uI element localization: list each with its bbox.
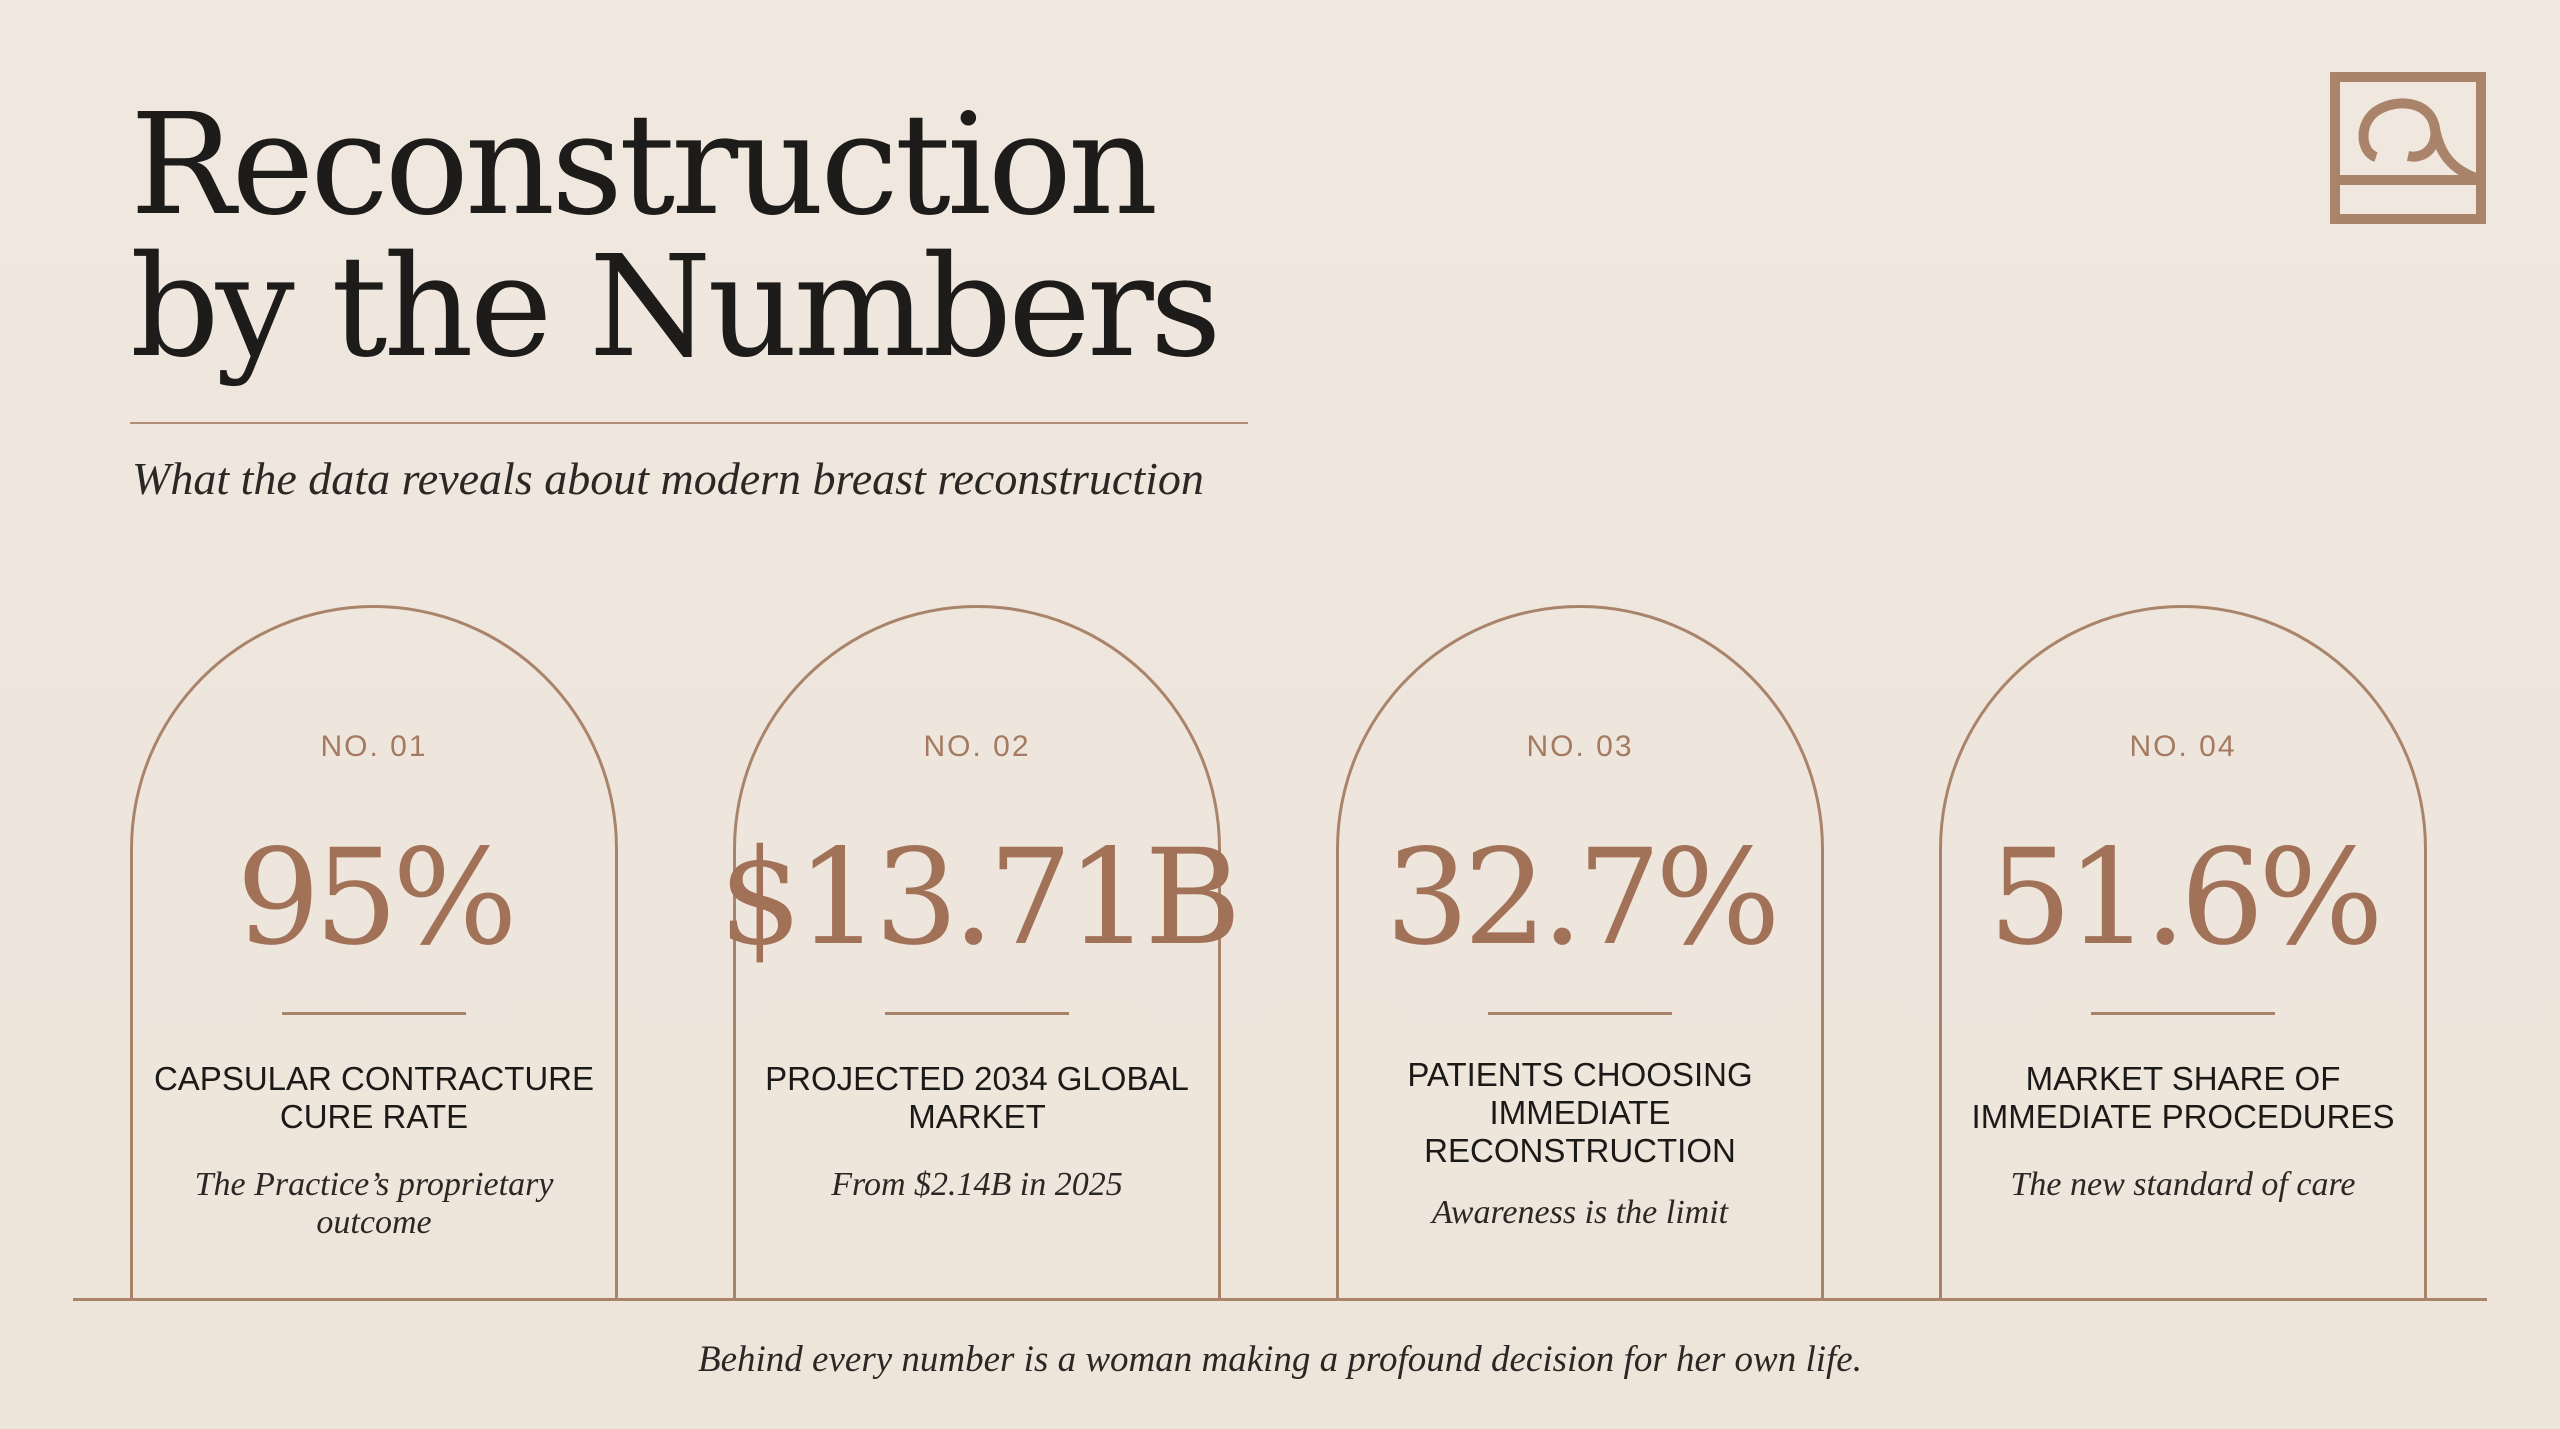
- stat-number: NO. 03: [1526, 730, 1634, 763]
- stat-card-4: NO. 04 51.6% MARKET SHARE OF IMMEDIATE P…: [1939, 605, 2427, 1300]
- stat-value: 51.6%: [1988, 821, 2383, 975]
- stat-note: From $2.14B in 2025: [831, 1166, 1123, 1203]
- stat-label: PROJECTED 2034 GLOBAL MARKET: [765, 1060, 1189, 1135]
- page-subtitle: What the data reveals about modern breas…: [132, 453, 1204, 504]
- stat-divider: [1488, 1012, 1672, 1015]
- stat-number: NO. 01: [320, 730, 428, 763]
- title-divider: [130, 422, 1248, 424]
- stat-label: CAPSULAR CONTRACTURE CURE RATE: [153, 1060, 595, 1135]
- stat-note: The Practice’s proprietary outcome: [194, 1166, 554, 1241]
- title-line-2: by the Numbers: [130, 226, 1222, 389]
- stat-card-1: NO. 01 95% CAPSULAR CONTRACTURE CURE RAT…: [130, 605, 618, 1300]
- monogram-logo-icon: [2330, 72, 2486, 224]
- page-title: Reconstruction by the Numbers: [130, 84, 1222, 389]
- stat-value: 95%: [236, 821, 517, 975]
- stat-number: NO. 04: [2129, 730, 2237, 763]
- stat-divider: [885, 1012, 1069, 1015]
- stat-divider: [282, 1012, 466, 1015]
- stat-label: PATIENTS CHOOSING IMMEDIATE RECONSTRUCTI…: [1407, 1056, 1753, 1169]
- footer-tagline: Behind every number is a woman making a …: [698, 1339, 1862, 1380]
- stat-value: $13.71B: [718, 821, 1242, 975]
- stat-card-2: NO. 02 $13.71B PROJECTED 2034 GLOBAL MAR…: [719, 605, 1241, 1300]
- stat-number: NO. 02: [923, 730, 1031, 763]
- stat-label: MARKET SHARE OF IMMEDIATE PROCEDURES: [1971, 1060, 2395, 1135]
- stat-value: 32.7%: [1385, 821, 1780, 975]
- stat-note: Awareness is the limit: [1431, 1194, 1729, 1231]
- baseline-divider: [73, 1298, 2487, 1301]
- stat-note: The new standard of care: [2010, 1166, 2356, 1203]
- title-line-1: Reconstruction: [130, 84, 1158, 247]
- stat-divider: [2091, 1012, 2275, 1015]
- stat-card-3: NO. 03 32.7% PATIENTS CHOOSING IMMEDIATE…: [1336, 605, 1824, 1300]
